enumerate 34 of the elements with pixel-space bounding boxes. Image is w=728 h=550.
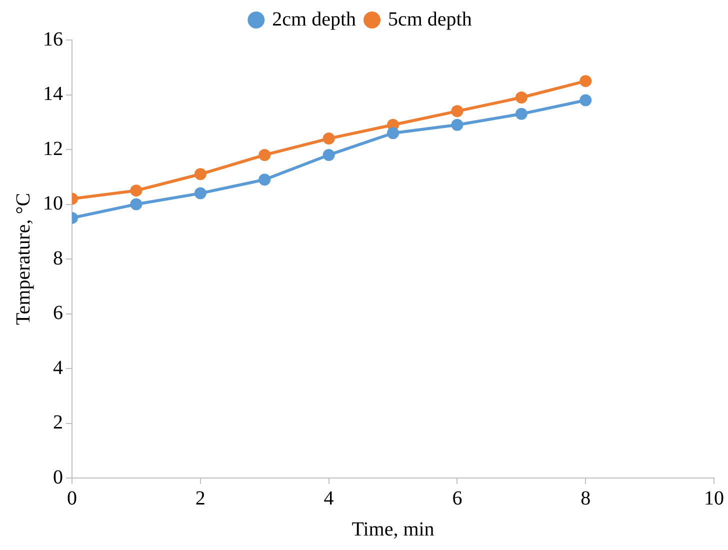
y-tick-label: 2	[53, 412, 63, 434]
x-tick-label: 8	[580, 487, 591, 510]
y-tick-label: 10	[43, 192, 63, 214]
point	[451, 118, 464, 131]
point	[515, 108, 528, 120]
y-axis-title: Temperature, °C	[12, 192, 34, 326]
y-tick-label: 16	[43, 28, 63, 50]
x-axis-title: Time, min	[352, 518, 434, 540]
point	[451, 105, 464, 118]
point	[387, 127, 399, 140]
point	[515, 91, 528, 104]
point	[258, 174, 271, 186]
legend-label: 5cm depth	[388, 8, 472, 30]
point	[322, 132, 335, 145]
y-tick-label: 8	[53, 247, 63, 270]
x-tick-label: 6	[452, 487, 462, 510]
point	[194, 168, 206, 180]
point	[322, 148, 335, 161]
point	[194, 187, 206, 200]
y-tick-label: 4	[53, 356, 63, 379]
y-tick-label: 0	[53, 466, 63, 488]
point	[130, 198, 142, 210]
y-tick-label: 14	[43, 83, 63, 105]
point	[130, 184, 142, 197]
x-tick-label: 10	[704, 487, 724, 510]
y-tick-label: 12	[43, 138, 63, 160]
point	[580, 75, 592, 88]
y-tick-label: 6	[53, 302, 63, 324]
point	[258, 148, 271, 161]
x-tick-label: 0	[67, 487, 77, 510]
point	[580, 94, 592, 106]
legend-label: 2cm depth	[272, 8, 356, 30]
x-tick-label: 2	[195, 487, 206, 510]
x-tick-label: 4	[324, 487, 334, 510]
